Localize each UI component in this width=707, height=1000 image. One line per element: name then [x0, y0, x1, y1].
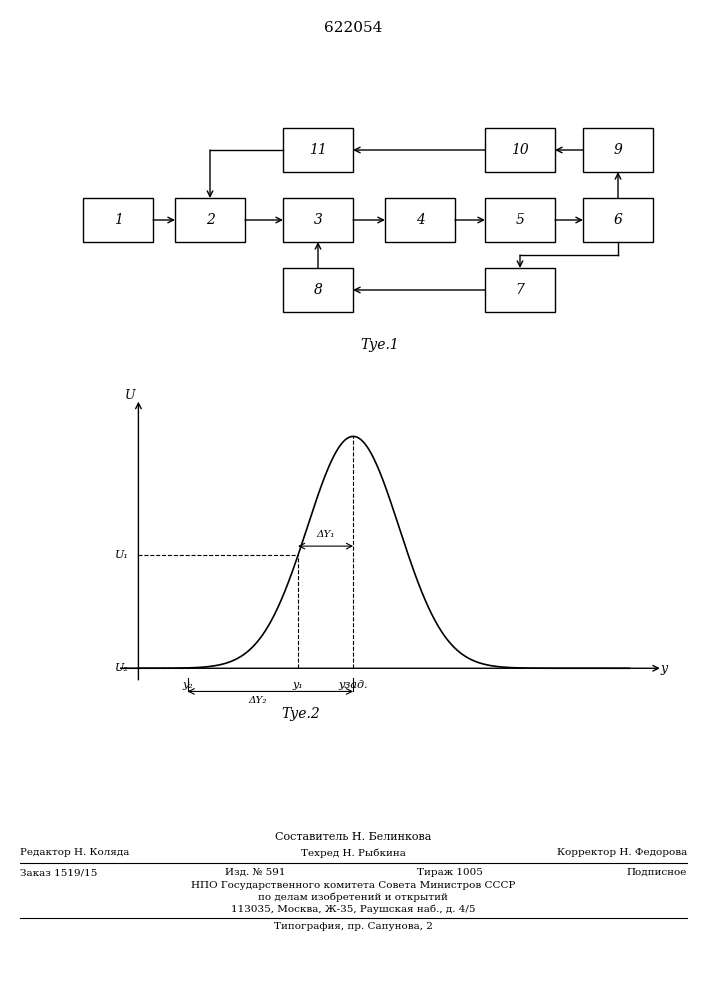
- Text: U: U: [125, 389, 135, 402]
- Text: Составитель Н. Белинкова: Составитель Н. Белинкова: [275, 832, 431, 842]
- Bar: [83, 198, 153, 242]
- Bar: [385, 198, 455, 242]
- Text: 113035, Москва, Ж-35, Раушская наб., д. 4/5: 113035, Москва, Ж-35, Раушская наб., д. …: [230, 905, 475, 914]
- Text: U₁: U₁: [115, 550, 129, 560]
- Text: 3: 3: [314, 213, 322, 227]
- Text: Типография, пр. Сапунова, 2: Типография, пр. Сапунова, 2: [274, 922, 433, 931]
- Text: Изд. № 591: Изд. № 591: [225, 868, 285, 877]
- Bar: [583, 128, 653, 172]
- Text: 4: 4: [416, 213, 424, 227]
- Text: Заказ 1519/15: Заказ 1519/15: [20, 868, 98, 877]
- Text: НПО Государственного комитета Совета Министров СССР: НПО Государственного комитета Совета Мин…: [191, 881, 515, 890]
- Bar: [283, 268, 353, 312]
- Text: 1: 1: [114, 213, 122, 227]
- Text: Подписное: Подписное: [626, 868, 687, 877]
- Text: ΔY₂: ΔY₂: [249, 696, 267, 705]
- Text: 622054: 622054: [324, 21, 382, 35]
- Bar: [485, 198, 555, 242]
- Text: 8: 8: [314, 283, 322, 297]
- Text: 6: 6: [614, 213, 622, 227]
- Text: y: y: [660, 662, 667, 675]
- Bar: [175, 198, 245, 242]
- Text: по делам изобретений и открытий: по делам изобретений и открытий: [258, 893, 448, 902]
- Bar: [485, 128, 555, 172]
- Bar: [485, 268, 555, 312]
- Text: 7: 7: [515, 283, 525, 297]
- Bar: [283, 198, 353, 242]
- Text: U₂: U₂: [115, 663, 129, 673]
- Text: yзад.: yзад.: [339, 680, 368, 690]
- Text: 5: 5: [515, 213, 525, 227]
- Text: Τуе.1: Τуе.1: [361, 338, 399, 352]
- Text: Техред Н. Рыбкина: Техред Н. Рыбкина: [300, 848, 405, 857]
- Text: Тираж 1005: Тираж 1005: [417, 868, 483, 877]
- Text: 2: 2: [206, 213, 214, 227]
- Text: Корректор Н. Федорова: Корректор Н. Федорова: [556, 848, 687, 857]
- Text: ΔY₁: ΔY₁: [316, 530, 335, 539]
- Text: 9: 9: [614, 143, 622, 157]
- Bar: [583, 198, 653, 242]
- Text: Τуе.2: Τуе.2: [281, 707, 320, 721]
- Text: 11: 11: [309, 143, 327, 157]
- Text: Редактор Н. Коляда: Редактор Н. Коляда: [20, 848, 129, 857]
- Text: 10: 10: [511, 143, 529, 157]
- Bar: [283, 128, 353, 172]
- Text: y₂: y₂: [182, 680, 193, 690]
- Text: y₁: y₁: [293, 680, 303, 690]
